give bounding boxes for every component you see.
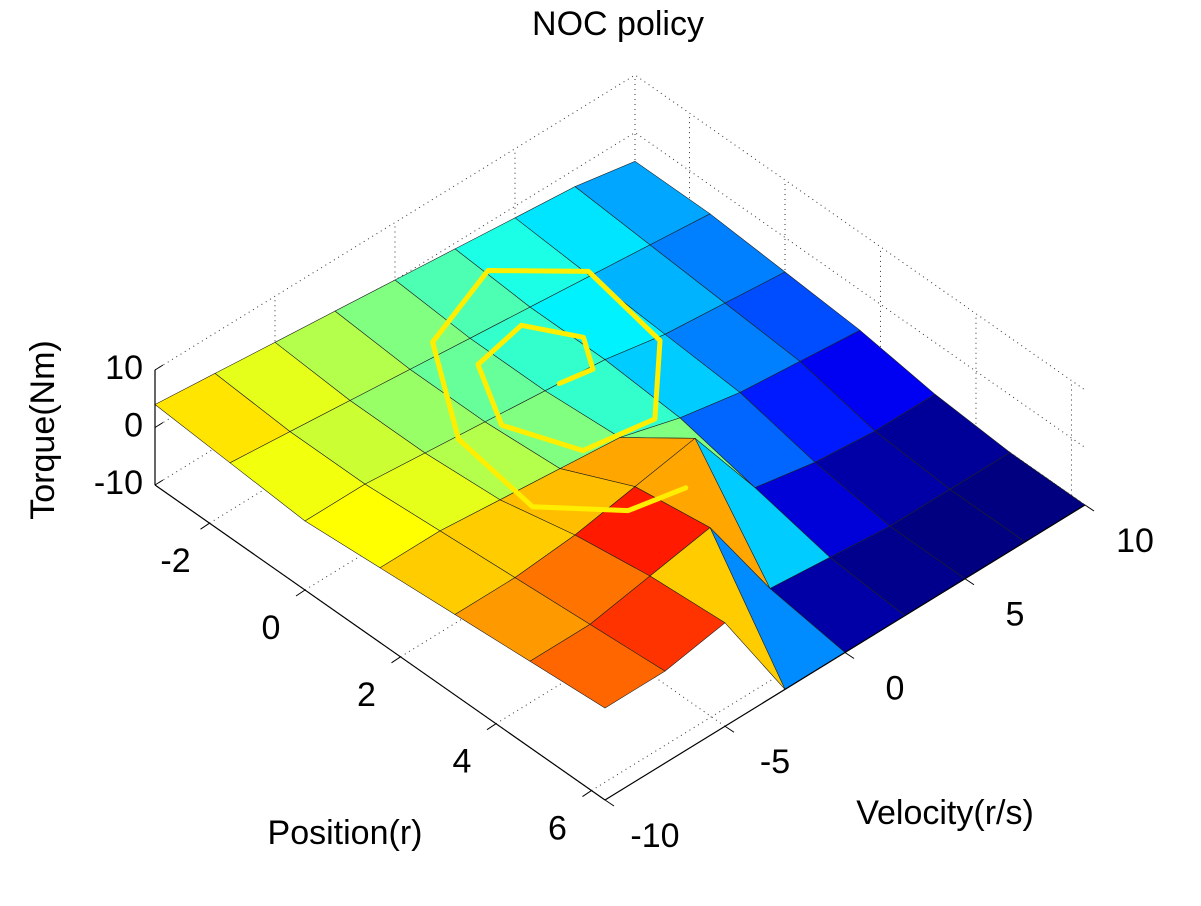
- y-tick-label: 0: [886, 669, 905, 707]
- z-tick: [154, 364, 164, 371]
- x-tick-label: 6: [548, 810, 567, 848]
- x-tick-label: 4: [453, 743, 472, 781]
- chart-title: NOC policy: [532, 5, 704, 43]
- trajectory-line: [430, 268, 689, 514]
- z-axis-label: Torque(Nm): [24, 340, 62, 519]
- z-tick-label: -10: [94, 464, 143, 502]
- x-tick-label: -2: [160, 542, 190, 580]
- x-tick-label: 0: [262, 609, 281, 647]
- y-tick-label: -10: [630, 817, 679, 855]
- x-axis-label: Position(r): [268, 814, 423, 852]
- z-tick: [154, 479, 164, 486]
- x-tick: [391, 656, 401, 664]
- y-axis-label: Velocity(r/s): [856, 794, 1034, 832]
- x-tick-label: 2: [357, 676, 376, 714]
- y-tick: [964, 578, 975, 586]
- y-tick-label: -5: [760, 743, 790, 781]
- z-tick-label: 0: [124, 406, 143, 444]
- y-tick: [844, 652, 855, 659]
- y-tick: [1084, 504, 1095, 512]
- z-tick-label: 10: [105, 349, 143, 387]
- x-tick: [295, 589, 306, 597]
- y-tick: [724, 725, 735, 733]
- surface-patch: [529, 624, 666, 709]
- x-axis-line: [154, 484, 606, 801]
- y-tick: [604, 799, 615, 807]
- x-tick: [200, 522, 210, 530]
- y-tick-label: 5: [1006, 596, 1025, 634]
- z-tick: [154, 422, 164, 428]
- x-tick: [582, 790, 592, 797]
- x-tick: [486, 723, 497, 731]
- y-tick-label: 10: [1116, 522, 1154, 560]
